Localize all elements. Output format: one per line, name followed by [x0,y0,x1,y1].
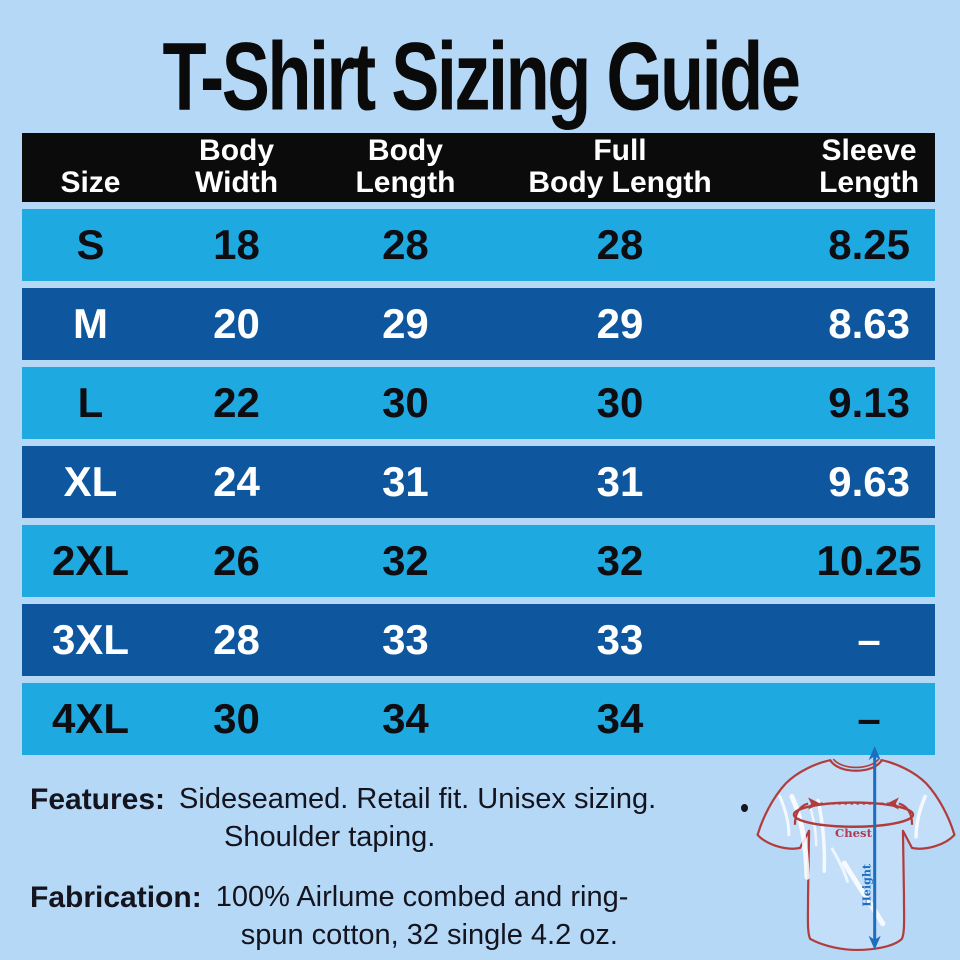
stray-dot [741,804,748,812]
cell-size: 4XL [51,695,129,742]
features-note: Features: Sideseamed. Retail fit. Unisex… [30,780,656,857]
cell-body-length: 28 [382,221,429,268]
cell-body-width: 18 [213,221,260,268]
table-row-m: M 20 29 29 8.63 [22,288,935,360]
cell-body-length: 34 [382,695,429,742]
cell-body-width: 24 [213,458,260,505]
cell-body-length: 33 [382,616,429,663]
header-body-width: Body Width [195,134,279,199]
table-row-l: L 22 30 30 9.13 [22,367,935,439]
notes-section: Features: Sideseamed. Retail fit. Unisex… [30,780,656,954]
cell-sleeve-length: – [857,695,881,742]
cell-body-length: 31 [382,458,429,505]
header-size: Size [60,165,121,199]
chest-ellipse [792,801,915,828]
fabrication-note: Fabrication: 100% Airlume combed and rin… [30,878,656,955]
title-bar: T-Shirt Sizing Guide [0,22,960,131]
cell-size: L [77,379,104,426]
table-row-2xl: 2XL 26 32 32 10.25 [22,525,935,597]
features-line1: Sideseamed. Retail fit. Unisex sizing. [179,783,657,815]
cell-sleeve-length: – [857,616,881,663]
fabrication-label: Fabrication: [30,880,202,914]
cell-body-width: 28 [213,616,260,663]
features-text: Sideseamed. Retail fit. Unisex sizing. S… [179,780,656,857]
cell-sleeve-length: 8.25 [828,221,910,268]
cell-full-body-length: 29 [596,300,644,347]
cell-size: XL [63,458,118,505]
collar-arc [832,758,880,769]
table-row-3xl: 3XL 28 33 33 – [22,604,935,676]
fabric-highlights [778,793,927,927]
cell-body-length: 29 [382,300,429,347]
fabrication-text: 100% Airlume combed and ring- spun cotto… [216,878,629,955]
cell-sleeve-length: 10.25 [816,537,922,584]
header-body-length: Body Length [355,134,456,199]
cell-full-body-length: 30 [596,379,644,426]
tshirt-measurement-diagram: Chest Height [756,746,956,952]
features-line2: Shoulder taping. [224,821,436,854]
cell-body-length: 30 [382,379,429,426]
cell-size: M [72,300,108,347]
height-measure-arrow [868,746,881,950]
cell-sleeve-length: 8.63 [828,300,910,347]
shirt-outline [756,759,956,952]
chest-label: Chest [835,826,873,840]
height-label: Height [861,863,874,907]
cell-body-width: 20 [213,300,260,347]
table-header-row: Size Body Width Body Length Full Body Le… [22,133,935,202]
cell-size: 2XL [51,537,129,584]
fabrication-line2: spun cotton, 32 single 4.2 oz. [240,918,618,951]
cell-size: S [76,221,105,268]
header-sleeve-length: Sleeve Length [819,134,920,199]
cell-full-body-length: 31 [596,458,644,505]
features-label: Features: [30,783,166,816]
table-row-4xl: 4XL 30 34 34 – [22,683,935,755]
cell-size: 3XL [51,616,129,663]
cell-full-body-length: 28 [596,221,644,268]
page-title: T-Shirt Sizing Guide [162,23,800,131]
cell-full-body-length: 32 [596,537,644,584]
table-row-s: S 18 28 28 8.25 [22,209,935,281]
cell-body-length: 32 [382,537,429,584]
cell-body-width: 30 [213,695,260,742]
sizing-table: Size Body Width Body Length Full Body Le… [22,133,935,755]
cell-full-body-length: 33 [596,616,644,663]
cell-sleeve-length: 9.13 [828,379,910,426]
cell-body-width: 26 [213,537,260,584]
cell-body-width: 22 [213,379,260,426]
cell-full-body-length: 34 [596,695,644,742]
fabrication-line1: 100% Airlume combed and ring- [215,880,629,913]
header-full-body-length: Full Body Length [528,134,712,199]
table-row-xl: XL 24 31 31 9.63 [22,446,935,518]
chest-measure-arrow [793,797,914,825]
cell-sleeve-length: 9.63 [828,458,910,505]
